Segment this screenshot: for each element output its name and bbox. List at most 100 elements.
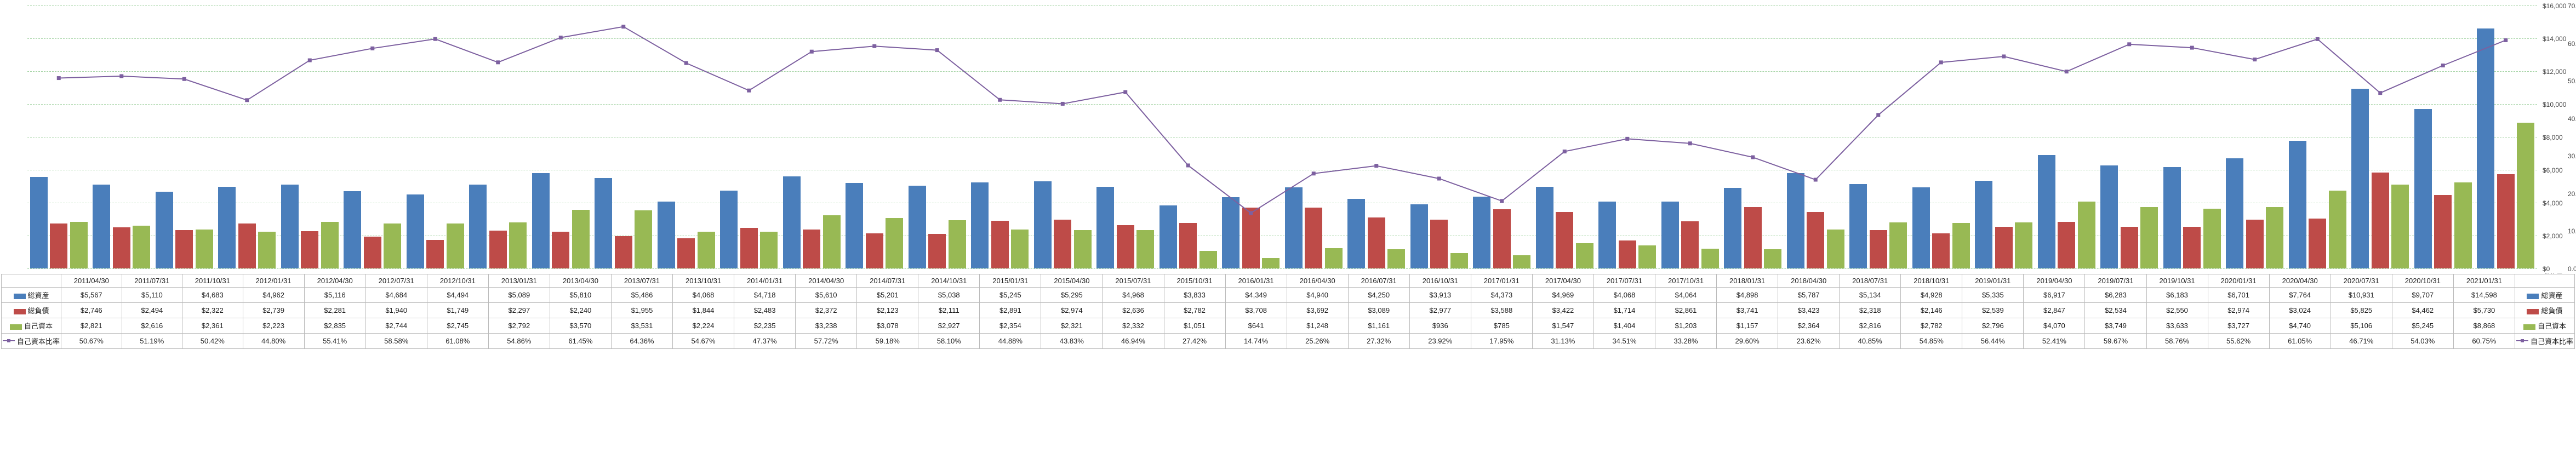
equity-bar — [1513, 255, 1530, 268]
table-cell: $4,740 — [2269, 318, 2331, 334]
equity-bar — [258, 232, 276, 268]
table-cell: $5,134 — [1840, 288, 1901, 303]
asset-bar — [2351, 89, 2369, 268]
equity-bar — [2078, 202, 2095, 268]
equity-bar — [1450, 253, 1468, 268]
table-cell: 2016/10/31 — [1409, 274, 1471, 288]
table-cell: 50.42% — [182, 334, 243, 349]
liab-bar — [1179, 223, 1197, 268]
asset-bar — [720, 191, 738, 268]
table-cell: $4,718 — [734, 288, 796, 303]
table-cell: 14.74% — [1225, 334, 1287, 349]
table-cell: $3,531 — [611, 318, 672, 334]
pct-tick: 70.00% — [2568, 2, 2576, 10]
table-cell: 2018/04/30 — [1778, 274, 1840, 288]
table-cell: $5,810 — [550, 288, 611, 303]
table-cell: $2,297 — [488, 303, 550, 318]
table-cell: 40.85% — [1840, 334, 1901, 349]
table-cell: $1,714 — [1593, 303, 1655, 318]
asset-bar — [783, 176, 801, 268]
table-cell: 2017/04/30 — [1532, 274, 1593, 288]
table-cell: $2,322 — [182, 303, 243, 318]
table-cell: $4,070 — [2024, 318, 2085, 334]
table-cell: $2,821 — [61, 318, 122, 334]
table-cell: $3,692 — [1287, 303, 1348, 318]
asset-bar — [218, 187, 236, 268]
equity-bar — [2140, 207, 2158, 268]
liab-bar — [740, 228, 758, 268]
pct-tick: 30.00% — [2568, 152, 2576, 160]
table-cell: $5,567 — [61, 288, 122, 303]
asset-bar — [30, 177, 48, 268]
table-cell: $2,318 — [1840, 303, 1901, 318]
equity-bar — [1889, 222, 1907, 268]
table-cell: $2,847 — [2024, 303, 2085, 318]
table-cell: 2011/10/31 — [182, 274, 243, 288]
table-cell: $3,422 — [1532, 303, 1593, 318]
liab-bar — [1054, 220, 1071, 268]
table-cell: $5,110 — [122, 288, 182, 303]
table-cell: $4,494 — [427, 288, 488, 303]
asset-bar — [595, 178, 612, 268]
table-cell: 46.71% — [2331, 334, 2392, 349]
data-table: 2011/04/302011/07/312011/10/312012/01/31… — [1, 274, 2575, 349]
asset-bar — [658, 202, 675, 268]
table-cell: $5,825 — [2331, 303, 2392, 318]
money-tick: $4,000 — [2543, 199, 2563, 207]
equity-bar — [886, 218, 903, 268]
asset-bar — [1347, 199, 1365, 269]
asset-bar — [1096, 187, 1114, 268]
equity-bar — [635, 210, 652, 268]
asset-bar — [1598, 202, 1616, 268]
table-cell: 2014/04/30 — [796, 274, 857, 288]
table-cell: 2020/10/31 — [2392, 274, 2453, 288]
table-cell: 2016/01/31 — [1225, 274, 1287, 288]
equity-bar — [1952, 223, 1970, 268]
plot-area — [27, 5, 2537, 268]
pct-tick: 20.00% — [2568, 190, 2576, 198]
liab-bar — [2309, 219, 2326, 268]
table-cell: $4,684 — [365, 288, 427, 303]
equity-bar — [1827, 230, 1844, 268]
table-cell: 59.18% — [857, 334, 918, 349]
table-cell: $3,741 — [1717, 303, 1778, 318]
table-cell: $2,111 — [918, 303, 980, 318]
table-cell: $3,833 — [1164, 288, 1225, 303]
table-cell: 54.85% — [1901, 334, 1962, 349]
liab-bar — [2497, 174, 2515, 268]
table-cell: $2,321 — [1041, 318, 1103, 334]
table-cell: $3,749 — [2085, 318, 2146, 334]
liab-bar — [1368, 217, 1385, 268]
table-cell: 17.95% — [1471, 334, 1532, 349]
table-cell: $2,223 — [243, 318, 304, 334]
table-cell: $3,708 — [1225, 303, 1287, 318]
table-cell: 60.75% — [2453, 334, 2515, 349]
table-cell: 2019/04/30 — [2024, 274, 2085, 288]
equity-bar — [1764, 249, 1781, 268]
table-cell: 64.36% — [611, 334, 672, 349]
asset-bar — [1160, 205, 1177, 268]
liab-bar — [1995, 227, 2013, 268]
table-cell: 58.10% — [918, 334, 980, 349]
table-cell: 27.32% — [1348, 334, 1409, 349]
table-cell: 55.62% — [2208, 334, 2269, 349]
table-cell: $3,588 — [1471, 303, 1532, 318]
table-cell: 2018/01/31 — [1717, 274, 1778, 288]
equity-bar — [447, 223, 464, 268]
table-cell: $2,796 — [1962, 318, 2024, 334]
table-cell: 23.62% — [1778, 334, 1840, 349]
table-cell: 43.83% — [1041, 334, 1103, 349]
table-cell: 2019/01/31 — [1962, 274, 2024, 288]
table-cell: $4,940 — [1287, 288, 1348, 303]
liab-bar — [1556, 212, 1573, 268]
table-cell: $5,201 — [857, 288, 918, 303]
table-cell: $5,116 — [304, 288, 365, 303]
table-cell: 55.41% — [304, 334, 365, 349]
table-cell: 57.72% — [796, 334, 857, 349]
liab-bar — [803, 230, 820, 268]
liab-bar — [1932, 233, 1950, 268]
equity-bar — [1262, 258, 1280, 268]
table-cell: 2012/10/31 — [427, 274, 488, 288]
equity-bar — [1011, 230, 1029, 268]
table-cell: 2018/10/31 — [1901, 274, 1962, 288]
